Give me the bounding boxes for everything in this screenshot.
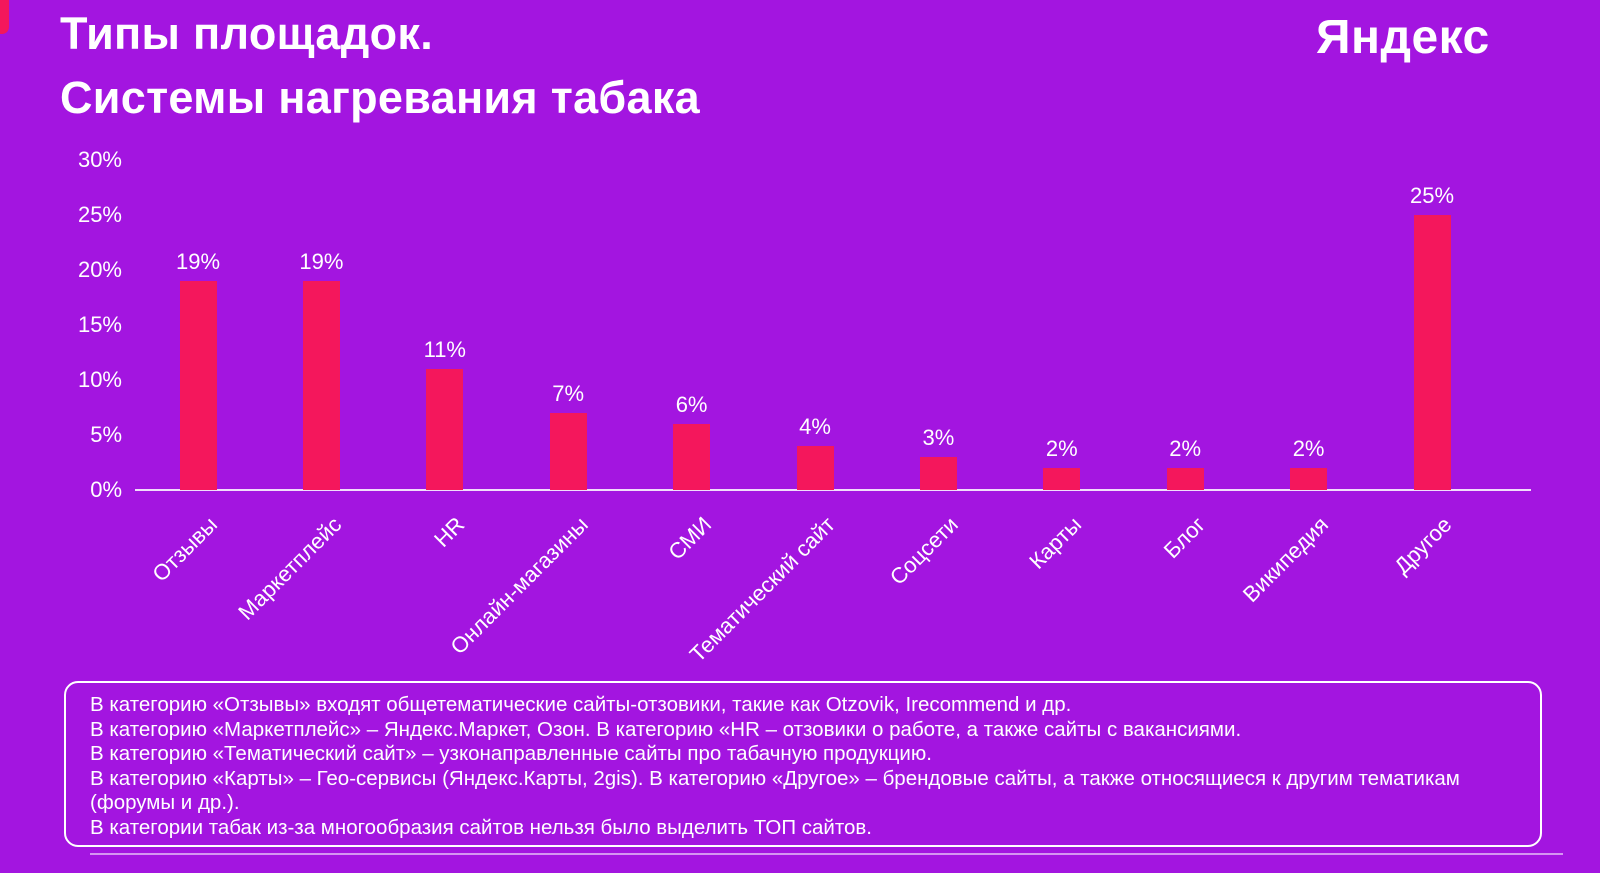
bar bbox=[919, 457, 957, 490]
footnote-line: В категорию «Карты» – Гео-сервисы (Яндек… bbox=[90, 766, 1460, 790]
bar bbox=[549, 413, 587, 490]
bar-value-label: 11% bbox=[423, 337, 466, 362]
bar bbox=[796, 446, 834, 490]
bar-value-label: 25% bbox=[1409, 183, 1455, 208]
page-title-line2: Системы нагревания табака bbox=[60, 72, 700, 123]
x-axis-category-label: Блог bbox=[1158, 511, 1210, 564]
x-axis-category-label: Википедия bbox=[1237, 511, 1334, 607]
x-axis-category-label: Маркетплейс bbox=[232, 511, 346, 625]
bar-value-label: 3% bbox=[922, 425, 955, 450]
y-axis-tick-label: 15% bbox=[77, 312, 122, 337]
bar-value-label: 2% bbox=[1292, 436, 1325, 461]
x-axis-category-label: Соцсети bbox=[884, 511, 963, 590]
bar-value-label: 2% bbox=[1169, 436, 1202, 461]
footnote-line: В категорию «Тематический сайт» – узкона… bbox=[90, 742, 932, 765]
footnote-line: В категории табак из-за многообразия сай… bbox=[90, 815, 873, 839]
bar bbox=[1043, 468, 1081, 490]
y-axis-tick-label: 10% bbox=[77, 367, 122, 392]
footnote-line: В категорию «Маркетплейс» – Яндекс.Марке… bbox=[90, 717, 1242, 741]
footnote-line: (форумы и др.). bbox=[90, 791, 240, 814]
bar-value-label: 19% bbox=[175, 249, 221, 274]
bar bbox=[426, 369, 464, 490]
page-title: Типы площадок. Системы нагревания табака bbox=[60, 2, 700, 130]
bar-value-label: 2% bbox=[1045, 436, 1078, 461]
bar-value-label: 6% bbox=[675, 392, 708, 417]
bottom-divider-line bbox=[90, 853, 1563, 855]
yandex-logo: Яндекс bbox=[1316, 11, 1490, 64]
bar-value-label: 7% bbox=[552, 381, 585, 406]
y-axis-tick-label: 5% bbox=[90, 422, 122, 447]
footnote-box: В категорию «Отзывы» входят общетематиче… bbox=[64, 681, 1542, 847]
bar bbox=[1413, 215, 1451, 490]
bar-value-label: 4% bbox=[799, 414, 831, 439]
x-axis-category-label: Отзывы bbox=[147, 511, 223, 587]
y-axis-tick-label: 30% bbox=[77, 147, 122, 172]
bar-value-label: 19% bbox=[299, 249, 344, 274]
y-axis-tick-label: 25% bbox=[77, 202, 122, 227]
x-axis-baseline bbox=[135, 489, 1531, 491]
bar bbox=[179, 281, 217, 490]
x-axis-category-label: Другое bbox=[1389, 511, 1457, 579]
y-axis-tick-label: 0% bbox=[90, 477, 122, 502]
footnote-line: В категорию «Отзывы» входят общетематиче… bbox=[90, 693, 1072, 716]
bar bbox=[1290, 468, 1328, 490]
page-title-line1: Типы площадок. bbox=[60, 8, 434, 59]
x-axis-category-label: Карты bbox=[1024, 511, 1087, 574]
decorative-corner-mark bbox=[0, 0, 9, 34]
y-axis-tick-label: 20% bbox=[77, 257, 122, 282]
x-axis-category-label: HR bbox=[429, 511, 470, 552]
x-axis-category-label: СМИ bbox=[663, 511, 717, 565]
bar bbox=[673, 424, 711, 490]
x-axis-category-label: Онлайн-магазины bbox=[445, 511, 593, 660]
bar bbox=[302, 281, 340, 490]
bar bbox=[1166, 468, 1204, 490]
